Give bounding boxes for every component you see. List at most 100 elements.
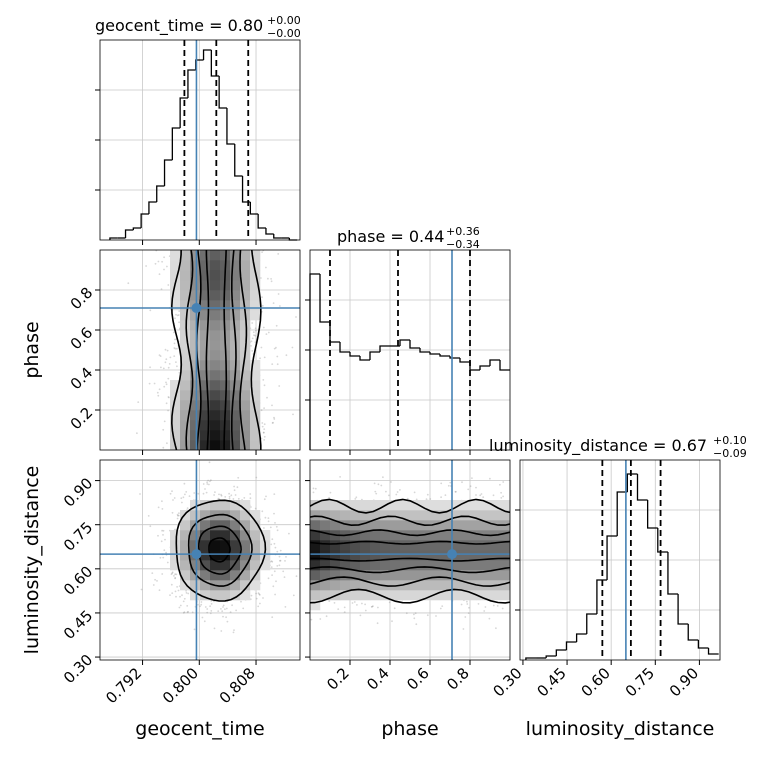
scatter-point xyxy=(276,550,279,553)
scatter-point xyxy=(220,494,223,497)
density-cell xyxy=(210,350,221,361)
scatter-point xyxy=(270,566,273,568)
scatter-point xyxy=(164,538,166,541)
axes-frame xyxy=(99,459,301,661)
density-cell xyxy=(240,510,251,521)
scatter-point xyxy=(167,284,170,286)
scatter-point xyxy=(175,361,177,363)
scatter-point xyxy=(255,476,258,479)
density-cell xyxy=(170,270,181,281)
density-cell xyxy=(180,570,191,581)
scatter-point xyxy=(489,477,491,480)
scatter-point xyxy=(166,349,169,352)
density-cell xyxy=(240,530,251,541)
scatter-point xyxy=(174,590,177,593)
scatter-point xyxy=(415,623,418,626)
scatter-point xyxy=(267,577,270,580)
scatter-point xyxy=(278,385,281,387)
histogram-bin xyxy=(109,237,118,240)
scatter-point xyxy=(263,439,266,441)
contour-line xyxy=(175,499,267,602)
density-cell xyxy=(210,440,221,450)
density-cell xyxy=(210,540,221,551)
density-cell xyxy=(180,530,191,541)
density-cell xyxy=(180,290,191,301)
scatter-point xyxy=(262,379,265,381)
scatter-point xyxy=(461,481,463,484)
density-cell xyxy=(230,260,241,271)
density-cell xyxy=(180,310,191,321)
scatter-point xyxy=(171,592,174,594)
scatter-point xyxy=(359,614,362,617)
density-cell xyxy=(170,400,181,411)
scatter-point xyxy=(265,495,267,498)
scatter-point xyxy=(250,340,253,343)
scatter-point xyxy=(279,549,282,552)
scatter-point xyxy=(263,435,266,438)
scatter-point xyxy=(169,492,172,495)
scatter-point xyxy=(187,610,190,613)
histogram-bin xyxy=(429,352,440,355)
scatter-point xyxy=(276,363,279,366)
scatter-point xyxy=(254,341,257,344)
density-cell xyxy=(210,550,221,561)
scatter-point xyxy=(242,607,245,610)
scatter-point xyxy=(260,346,263,349)
scatter-point xyxy=(371,605,374,608)
scatter-point xyxy=(243,497,246,499)
density-cell xyxy=(200,530,211,541)
scatter-point xyxy=(176,347,178,350)
scatter-point xyxy=(405,612,408,615)
density-cell xyxy=(190,390,201,401)
scatter-point xyxy=(173,331,175,334)
ylabel-luminosity-distance: luminosity_distance xyxy=(21,466,43,655)
scatter-point xyxy=(185,491,188,493)
density-cell xyxy=(240,260,251,271)
scatter-point xyxy=(377,606,379,609)
scatter-point xyxy=(199,605,202,608)
scatter-point xyxy=(230,494,233,497)
scatter-point xyxy=(183,482,186,485)
density-cell xyxy=(200,500,211,511)
density-cell xyxy=(230,390,241,401)
scatter-point xyxy=(233,485,236,488)
scatter-point xyxy=(274,546,277,549)
scatter-point xyxy=(270,560,273,562)
scatter-point xyxy=(232,498,235,500)
scatter-point xyxy=(161,500,163,503)
scatter-point xyxy=(206,481,209,484)
scatter-point xyxy=(269,526,272,529)
histogram-bin xyxy=(241,176,251,203)
scatter-point xyxy=(291,346,294,349)
density-cell xyxy=(190,590,201,601)
scatter-point xyxy=(183,611,186,613)
scatter-point xyxy=(262,431,265,434)
density-cell xyxy=(180,550,191,561)
density-cell xyxy=(240,570,251,581)
scatter-point xyxy=(162,428,165,431)
scatter-point xyxy=(157,260,160,263)
scatter-point xyxy=(179,595,181,598)
hist-panel-phase xyxy=(305,249,511,455)
scatter-point xyxy=(254,507,257,510)
scatter-point xyxy=(273,570,276,573)
scatter-point xyxy=(295,316,297,318)
scatter-point xyxy=(174,528,176,531)
y-tick-label: 0.75 xyxy=(60,518,96,554)
density-cell xyxy=(220,590,231,601)
scatter-point xyxy=(240,600,242,603)
scatter-point xyxy=(176,314,179,317)
scatter-point xyxy=(156,580,158,582)
density-cell xyxy=(240,550,251,561)
density-cell xyxy=(200,330,211,341)
histogram-bin xyxy=(124,229,134,238)
scatter-point xyxy=(201,616,204,619)
density-cell xyxy=(200,400,211,411)
density-cell xyxy=(240,380,251,391)
truth-marker xyxy=(191,549,202,560)
scatter-point xyxy=(163,256,166,259)
density-cell xyxy=(210,560,221,571)
scatter-point xyxy=(278,564,281,567)
density-cell xyxy=(220,360,231,371)
